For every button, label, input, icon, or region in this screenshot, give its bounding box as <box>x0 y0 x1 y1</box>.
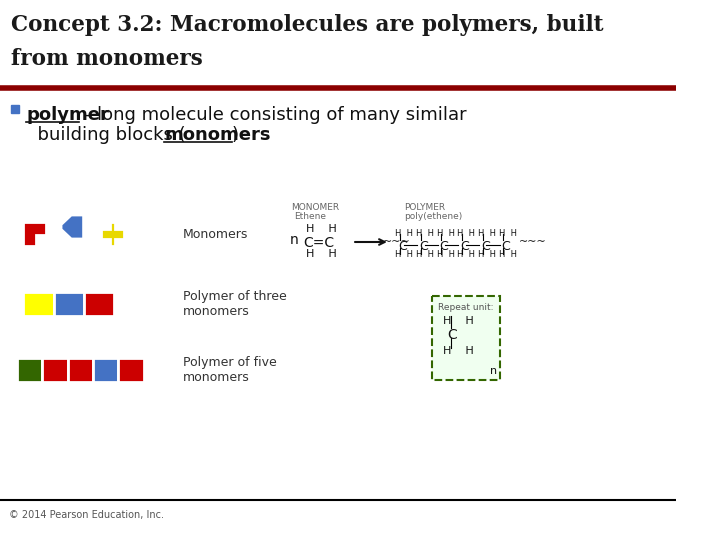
Bar <box>68 358 93 382</box>
Text: H  H: H H <box>437 250 455 259</box>
Text: Concept 3.2: Macromolecules are polymers, built: Concept 3.2: Macromolecules are polymers… <box>12 14 604 36</box>
Text: H  H: H H <box>416 250 434 259</box>
Polygon shape <box>102 222 124 246</box>
Text: n: n <box>490 366 498 376</box>
Text: monomers: monomers <box>164 126 271 144</box>
Text: C: C <box>481 240 490 253</box>
Text: H  H: H H <box>478 229 496 238</box>
Text: H  H: H H <box>478 250 496 259</box>
Text: C: C <box>447 328 456 342</box>
Bar <box>24 292 53 316</box>
Text: polymer: polymer <box>27 106 109 124</box>
Bar <box>42 358 68 382</box>
Text: H  H: H H <box>457 250 475 259</box>
Text: Ethene: Ethene <box>294 212 326 221</box>
Text: C: C <box>460 240 469 253</box>
Text: H    H: H H <box>444 346 474 356</box>
Text: H  H: H H <box>416 229 434 238</box>
Text: H  H: H H <box>499 250 517 259</box>
Text: Repeat unit:: Repeat unit: <box>438 303 493 312</box>
Polygon shape <box>24 222 46 246</box>
Text: n: n <box>289 233 298 247</box>
Bar <box>118 358 144 382</box>
Text: POLYMER: POLYMER <box>404 203 445 212</box>
Polygon shape <box>61 215 84 239</box>
Text: H    H: H H <box>306 224 337 234</box>
FancyBboxPatch shape <box>432 296 500 380</box>
Text: Polymer of five
monomers: Polymer of five monomers <box>183 356 277 384</box>
Text: poly(ethene): poly(ethene) <box>404 212 462 221</box>
Text: H    H: H H <box>444 316 474 326</box>
Text: ): ) <box>232 126 239 144</box>
Text: H    H: H H <box>306 249 337 259</box>
Text: C: C <box>502 240 510 253</box>
Text: C: C <box>439 240 449 253</box>
Text: MONOMER: MONOMER <box>291 203 339 212</box>
Text: H  H: H H <box>437 229 455 238</box>
Text: H  H: H H <box>457 229 475 238</box>
Text: H  H: H H <box>395 229 413 238</box>
Bar <box>93 358 118 382</box>
Text: ~~~: ~~~ <box>383 237 411 247</box>
Text: H  H: H H <box>499 229 517 238</box>
Text: building blocks (: building blocks ( <box>27 126 186 144</box>
Text: C: C <box>419 240 428 253</box>
Text: C=C: C=C <box>303 236 335 250</box>
Text: H  H: H H <box>395 250 413 259</box>
Bar <box>17 358 42 382</box>
Text: Polymer of three
monomers: Polymer of three monomers <box>183 290 287 318</box>
FancyBboxPatch shape <box>12 105 19 113</box>
Text: Monomers: Monomers <box>183 227 248 240</box>
Text: C: C <box>398 240 407 253</box>
Text: ~~~: ~~~ <box>518 237 546 247</box>
Text: from monomers: from monomers <box>12 48 203 70</box>
Text: © 2014 Pearson Education, Inc.: © 2014 Pearson Education, Inc. <box>9 510 164 520</box>
Bar <box>53 292 84 316</box>
Bar <box>84 292 114 316</box>
Text: - long molecule consisting of many similar: - long molecule consisting of many simil… <box>79 106 467 124</box>
